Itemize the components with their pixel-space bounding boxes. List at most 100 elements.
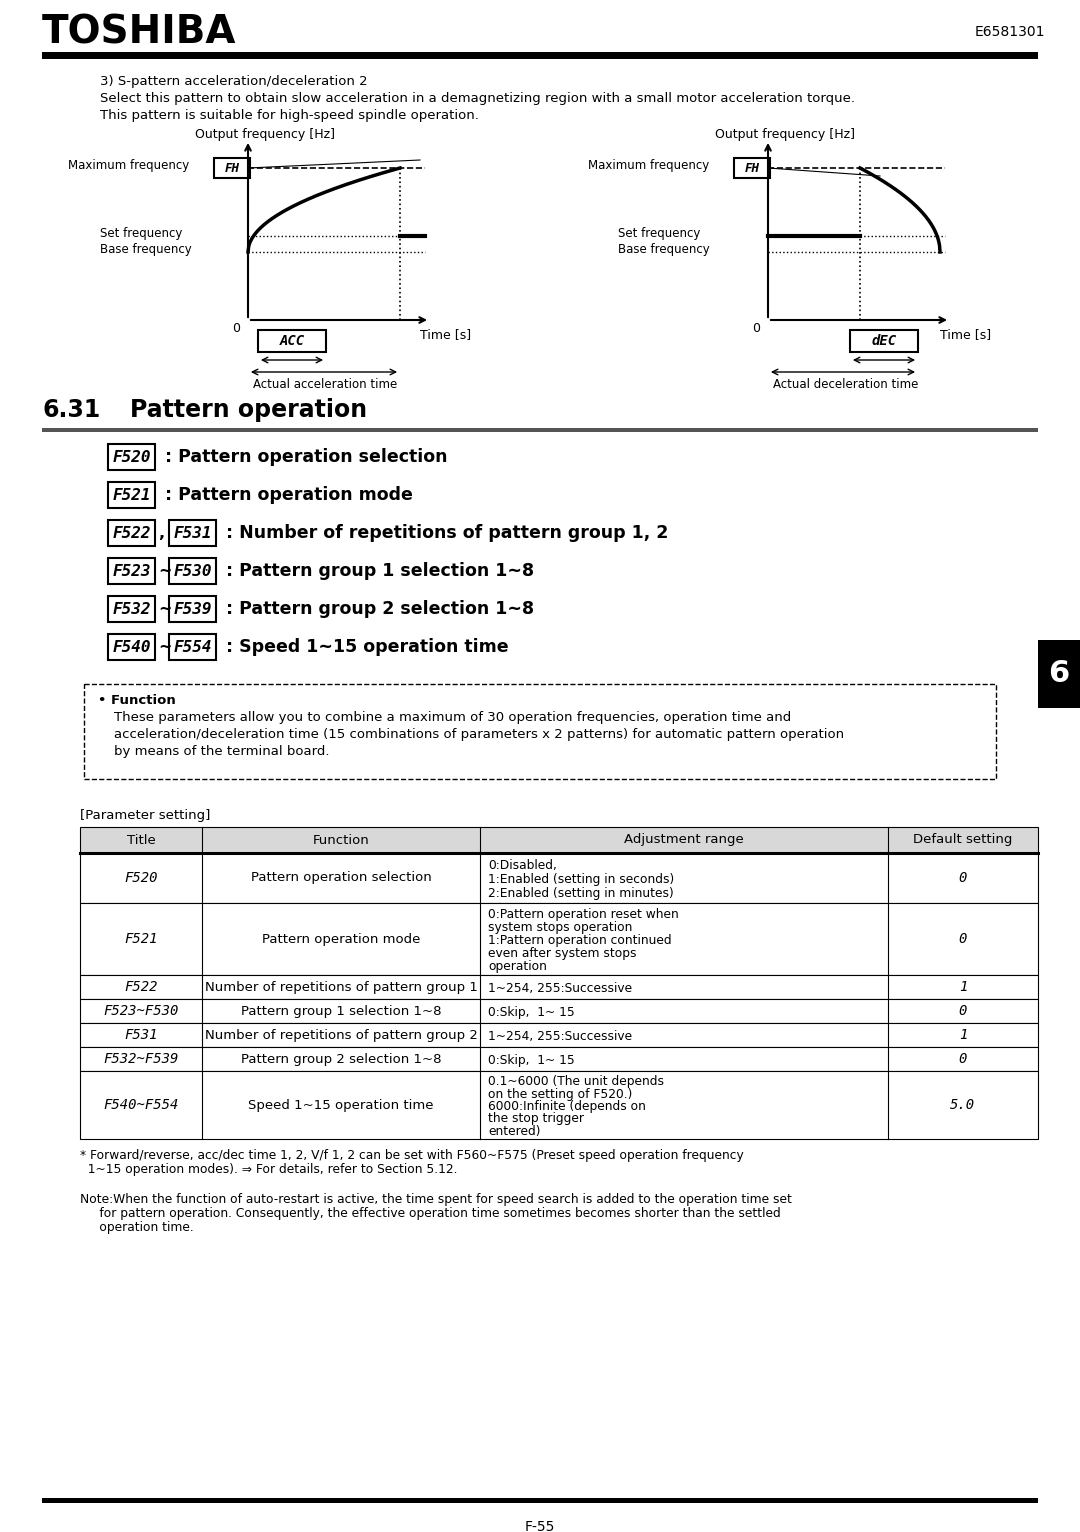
- Text: F532: F532: [112, 602, 151, 616]
- Text: E6581301: E6581301: [974, 25, 1045, 38]
- Bar: [80, 1071, 1038, 1138]
- Bar: [80, 999, 1038, 1023]
- Text: 0: 0: [959, 1052, 968, 1066]
- Text: 0: 0: [959, 931, 968, 945]
- Text: F521: F521: [112, 487, 151, 502]
- Text: ~: ~: [158, 602, 172, 616]
- Text: 0:Pattern operation reset when: 0:Pattern operation reset when: [488, 908, 678, 921]
- Text: 2:Enabled (setting in minutes): 2:Enabled (setting in minutes): [488, 887, 674, 901]
- Text: the stop trigger: the stop trigger: [488, 1112, 584, 1126]
- Text: : Pattern operation mode: : Pattern operation mode: [165, 486, 413, 504]
- Text: F531: F531: [174, 525, 212, 541]
- Bar: [84, 683, 996, 778]
- Bar: [108, 483, 156, 509]
- Bar: [108, 444, 156, 470]
- Text: 0: 0: [752, 322, 760, 336]
- Text: ACC: ACC: [280, 334, 305, 348]
- Text: 1~15 operation modes). ⇒ For details, refer to Section 5.12.: 1~15 operation modes). ⇒ For details, re…: [80, 1163, 458, 1177]
- Text: Pattern operation: Pattern operation: [130, 398, 367, 421]
- Text: for pattern operation. Consequently, the effective operation time sometimes beco: for pattern operation. Consequently, the…: [80, 1207, 781, 1219]
- Text: dEC: dEC: [872, 334, 896, 348]
- Text: F531: F531: [124, 1028, 158, 1042]
- Text: Number of repetitions of pattern group 2: Number of repetitions of pattern group 2: [204, 1028, 477, 1042]
- Text: Base frequency: Base frequency: [100, 242, 192, 256]
- Text: These parameters allow you to combine a maximum of 30 operation frequencies, ope: These parameters allow you to combine a …: [114, 711, 792, 725]
- Bar: [80, 853, 1038, 902]
- Text: Output frequency [Hz]: Output frequency [Hz]: [715, 129, 855, 141]
- Bar: [42, 52, 1038, 60]
- Bar: [108, 558, 156, 584]
- Text: 5.0: 5.0: [950, 1098, 975, 1112]
- Bar: [734, 158, 770, 178]
- Text: 0: 0: [959, 872, 968, 885]
- Text: 3) S-pattern acceleration/deceleration 2: 3) S-pattern acceleration/deceleration 2: [100, 75, 367, 87]
- Text: by means of the terminal board.: by means of the terminal board.: [114, 745, 329, 758]
- Text: Speed 1~15 operation time: Speed 1~15 operation time: [248, 1098, 434, 1112]
- Text: Adjustment range: Adjustment range: [624, 833, 744, 847]
- Text: This pattern is suitable for high-speed spindle operation.: This pattern is suitable for high-speed …: [100, 109, 478, 123]
- Text: operation: operation: [488, 961, 546, 973]
- Text: on the setting of F520.): on the setting of F520.): [488, 1088, 633, 1100]
- Text: Actual acceleration time: Actual acceleration time: [253, 378, 397, 391]
- Text: Pattern operation mode: Pattern operation mode: [261, 933, 420, 945]
- Text: 6.31: 6.31: [42, 398, 100, 421]
- Text: 1: 1: [959, 980, 968, 994]
- Text: ~: ~: [158, 639, 172, 654]
- Text: FH: FH: [225, 161, 240, 175]
- Text: F522: F522: [124, 980, 158, 994]
- Text: : Pattern group 1 selection 1~8: : Pattern group 1 selection 1~8: [226, 562, 535, 581]
- Text: 0: 0: [959, 1003, 968, 1017]
- Text: 1:Enabled (setting in seconds): 1:Enabled (setting in seconds): [488, 873, 674, 885]
- Bar: [170, 634, 216, 660]
- Text: F521: F521: [124, 931, 158, 945]
- Bar: [80, 827, 1038, 853]
- Bar: [108, 596, 156, 622]
- Text: F539: F539: [174, 602, 212, 616]
- Text: Number of repetitions of pattern group 1: Number of repetitions of pattern group 1: [204, 980, 477, 993]
- Text: 0:Skip,  1~ 15: 0:Skip, 1~ 15: [488, 1007, 575, 1019]
- Text: Set frequency: Set frequency: [100, 227, 183, 239]
- Text: 0: 0: [232, 322, 240, 336]
- Text: 0:Skip,  1~ 15: 0:Skip, 1~ 15: [488, 1054, 575, 1066]
- Bar: [108, 519, 156, 545]
- Bar: [80, 974, 1038, 999]
- Text: 1:Pattern operation continued: 1:Pattern operation continued: [488, 935, 672, 947]
- Text: 0.1~6000 (The unit depends: 0.1~6000 (The unit depends: [488, 1075, 664, 1088]
- Text: Time [s]: Time [s]: [940, 328, 991, 342]
- Text: FH: FH: [744, 161, 759, 175]
- Text: [Parameter setting]: [Parameter setting]: [80, 809, 211, 823]
- Text: TOSHIBA: TOSHIBA: [42, 12, 237, 51]
- Text: : Pattern group 2 selection 1~8: : Pattern group 2 selection 1~8: [226, 601, 535, 617]
- Text: Time [s]: Time [s]: [420, 328, 471, 342]
- Text: Select this pattern to obtain slow acceleration in a demagnetizing region with a: Select this pattern to obtain slow accel…: [100, 92, 855, 106]
- Text: entered): entered): [488, 1124, 540, 1138]
- Text: Base frequency: Base frequency: [618, 242, 710, 256]
- Bar: [108, 634, 156, 660]
- Text: F520: F520: [124, 872, 158, 885]
- Text: 1~254, 255:Successive: 1~254, 255:Successive: [488, 982, 632, 994]
- Text: F-55: F-55: [525, 1520, 555, 1532]
- Text: F522: F522: [112, 525, 151, 541]
- Bar: [42, 1498, 1038, 1503]
- Bar: [850, 329, 918, 352]
- Text: 6: 6: [1049, 659, 1069, 688]
- Text: 0:Disabled,: 0:Disabled,: [488, 859, 557, 872]
- Text: F523: F523: [112, 564, 151, 579]
- Text: Maximum frequency: Maximum frequency: [68, 158, 189, 172]
- Text: Actual deceleration time: Actual deceleration time: [773, 378, 918, 391]
- Text: • Function: • Function: [98, 694, 176, 706]
- Text: system stops operation: system stops operation: [488, 921, 633, 935]
- Text: 6000:Infinite (depends on: 6000:Infinite (depends on: [488, 1100, 646, 1114]
- Text: F540: F540: [112, 639, 151, 654]
- Text: acceleration/deceleration time (15 combinations of parameters x 2 patterns) for : acceleration/deceleration time (15 combi…: [114, 728, 845, 741]
- Text: : Pattern operation selection: : Pattern operation selection: [165, 447, 447, 466]
- Text: : Speed 1~15 operation time: : Speed 1~15 operation time: [226, 637, 509, 656]
- Text: Default setting: Default setting: [914, 833, 1013, 847]
- Text: : Number of repetitions of pattern group 1, 2: : Number of repetitions of pattern group…: [226, 524, 669, 542]
- Text: 1~254, 255:Successive: 1~254, 255:Successive: [488, 1030, 632, 1043]
- Text: * Forward/reverse, acc/dec time 1, 2, V/f 1, 2 can be set with F560~F575 (Preset: * Forward/reverse, acc/dec time 1, 2, V/…: [80, 1149, 744, 1161]
- Text: F530: F530: [174, 564, 212, 579]
- Text: Note:When the function of auto-restart is active, the time spent for speed searc: Note:When the function of auto-restart i…: [80, 1192, 792, 1206]
- Text: F520: F520: [112, 449, 151, 464]
- Bar: [80, 1023, 1038, 1046]
